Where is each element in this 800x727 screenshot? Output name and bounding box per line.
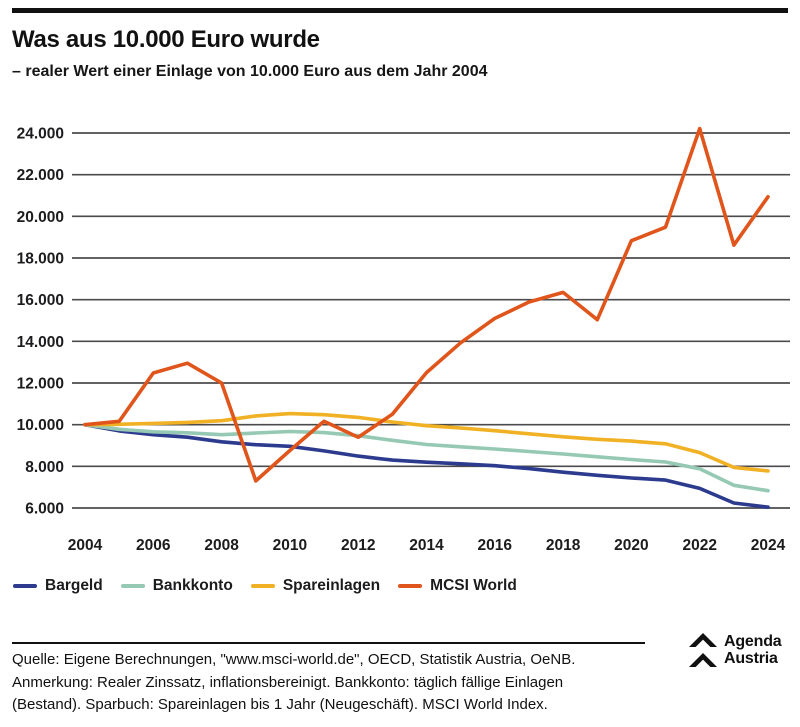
legend-item-spareinlagen: Spareinlagen [250,577,381,595]
x-tick-label: 2018 [546,537,581,554]
legend-swatch [398,584,423,588]
page-subtitle: – realer Wert einer Einlage von 10.000 E… [12,63,488,80]
y-tick-label: 6.000 [25,501,64,518]
x-tick-label: 2020 [614,537,648,554]
y-tick-label: 22.000 [17,167,64,184]
legend-swatch [120,584,145,588]
x-tick-label: 2006 [136,537,171,554]
series-line-spareinlagen [83,411,770,473]
y-tick-label: 8.000 [25,459,64,476]
x-tick-label: 2004 [68,537,103,554]
legend-swatch [250,584,275,588]
top-rule [12,8,788,13]
series-line-bargeld [83,422,770,510]
page-title: Was aus 10.000 Euro wurde [12,26,320,53]
x-tick-label: 2014 [409,537,444,554]
double-chevron-up-icon [689,633,717,667]
y-tick-label: 18.000 [17,251,64,268]
y-tick-label: 12.000 [17,376,64,393]
x-tick-label: 2012 [341,537,375,554]
series-line-bankkonto [83,422,770,493]
legend-label: Spareinlagen [282,577,381,594]
logo-line-1: Agenda [724,633,782,650]
x-tick-label: 2022 [682,537,716,554]
y-tick-label: 10.000 [17,417,64,434]
legend-label: Bankkonto [152,577,233,594]
y-tick-label: 20.000 [17,209,64,226]
legend-item-bankkonto: Bankkonto [120,577,233,595]
legend-item-bargeld: Bargeld [13,577,103,595]
footer-notes: Quelle: Eigene Berechnungen, "www.msci-w… [12,649,672,717]
logo-line-2: Austria [724,650,778,667]
legend-swatch [13,584,37,588]
legend-item-mcsi-world: MCSI World [398,577,517,595]
legend-label: Bargeld [45,577,103,594]
x-tick-label: 2016 [478,537,513,554]
y-tick-label: 14.000 [17,334,64,351]
source-line: Quelle: Eigene Berechnungen, "www.msci-w… [12,651,576,668]
y-tick-label: 16.000 [17,292,64,309]
note-line-2: (Bestand). Sparbuch: Spareinlagen bis 1 … [12,696,548,713]
x-tick-label: 2010 [273,537,307,554]
y-tick-label: 24.000 [17,126,64,143]
footer-rule [12,642,645,644]
legend-label: MCSI World [430,577,517,594]
line-chart: 24.000 22.000 20.000 18.000 16.000 14.000 12.0… [17,126,790,554]
legend: Bargeld Bankkonto Spareinlagen MCSI World [13,577,517,595]
series-line-mcsi-world [83,126,770,483]
x-tick-label: 2024 [751,537,786,554]
x-tick-label: 2008 [204,537,239,554]
note-line-1: Anmerkung: Realer Zinssatz, inflationsbe… [12,673,564,691]
agenda-austria-logo: Agenda Austria [688,631,782,669]
logo-text: Agenda Austria [724,633,782,667]
